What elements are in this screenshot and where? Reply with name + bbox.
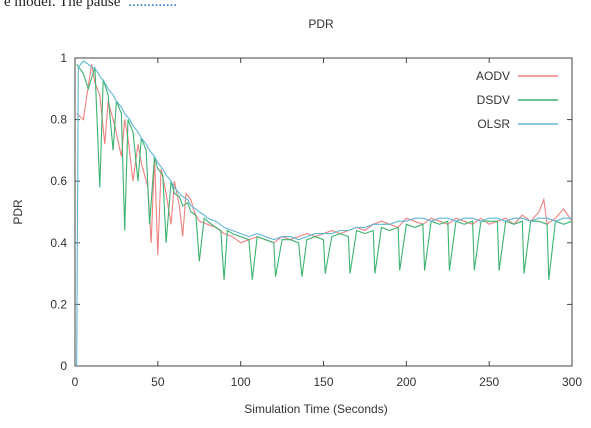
x-tick-label: 0 <box>72 375 79 389</box>
x-tick-label: 150 <box>313 375 333 389</box>
y-tick-label: 0.6 <box>50 174 67 188</box>
y-axis: 0 0.2 0.4 0.6 0.8 1 <box>50 51 572 373</box>
y-tick-label: 0.8 <box>50 113 67 127</box>
legend-label-olsr: OLSR <box>477 117 510 131</box>
x-axis-label: Simulation Time (Seconds) <box>244 402 387 416</box>
x-tick-label: 200 <box>396 375 416 389</box>
legend-label-dsdv: DSDV <box>477 93 510 107</box>
legend-label-aodv: AODV <box>476 69 510 83</box>
y-tick-label: 0 <box>60 359 67 373</box>
fragment-text: e model. The pause <box>4 0 121 10</box>
x-tick-label: 50 <box>151 375 165 389</box>
series-lines <box>76 60 573 367</box>
x-tick-label: 100 <box>231 375 251 389</box>
y-axis-label: PDR <box>11 199 25 225</box>
y-tick-label: 0.2 <box>50 297 67 311</box>
fragment-link[interactable]: ............. <box>128 0 178 10</box>
page-text-fragment: e model. The pause............. <box>4 0 177 11</box>
x-tick-label: 300 <box>562 375 582 389</box>
y-tick-label: 0.4 <box>50 236 67 250</box>
series-line-olsr <box>76 60 572 367</box>
x-tick-label: 250 <box>479 375 499 389</box>
x-axis: 0 50 100 150 200 250 300 <box>72 58 582 389</box>
y-tick-label: 1 <box>60 51 67 65</box>
series-line-aodv <box>76 64 573 256</box>
series-line-dsdv <box>76 63 573 280</box>
legend: AODV DSDV OLSR <box>476 69 558 131</box>
chart-title: PDR <box>308 17 334 31</box>
